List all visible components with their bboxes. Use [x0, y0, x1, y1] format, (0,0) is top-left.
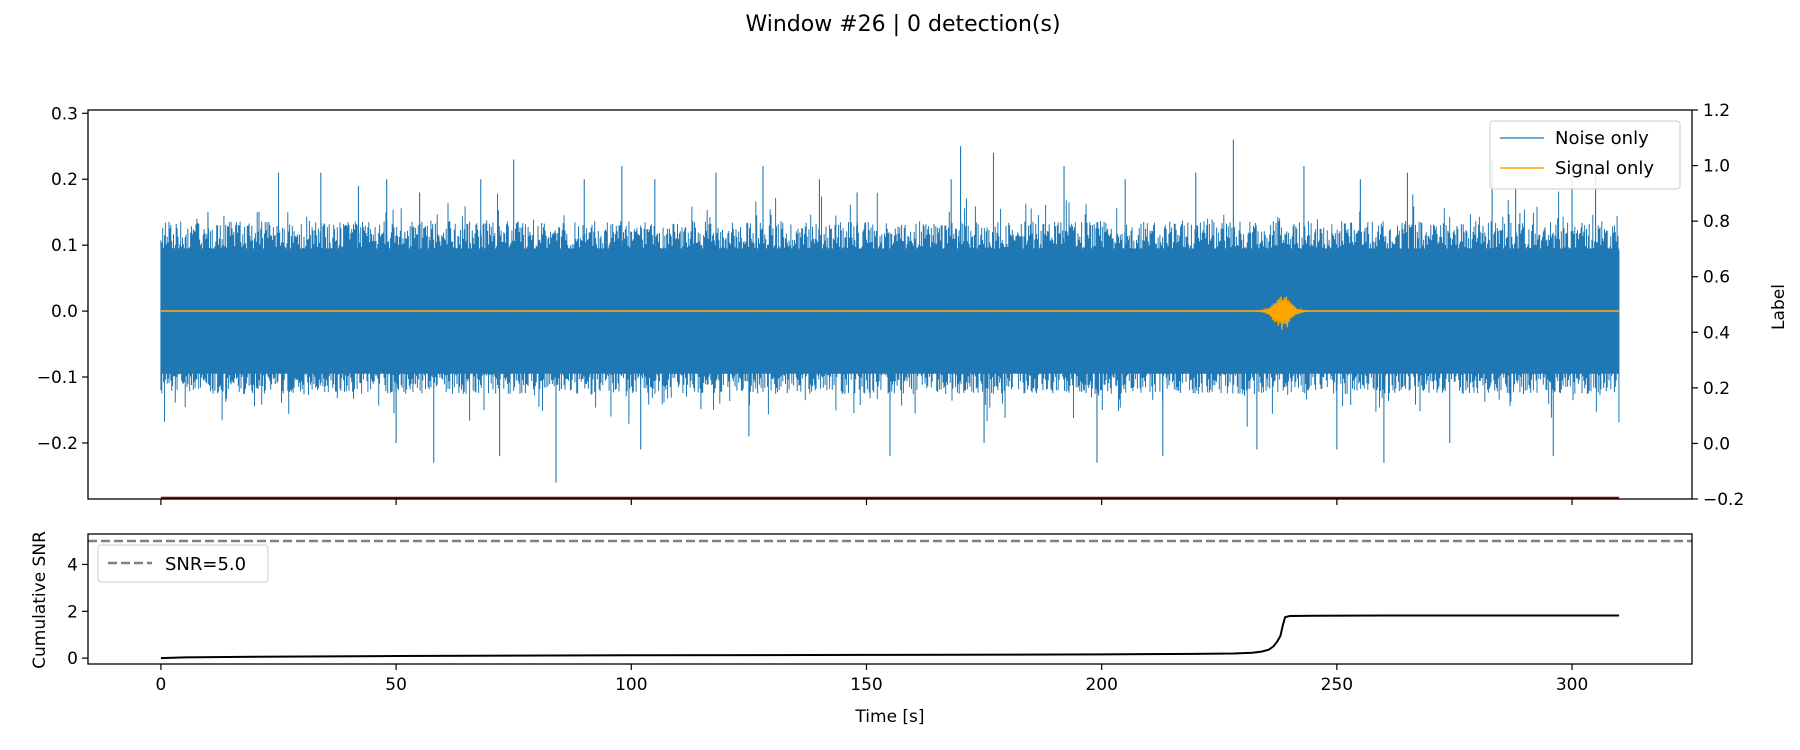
y-tick-label: 0.1 — [51, 236, 78, 256]
y2-tick-label: 1.0 — [1703, 157, 1730, 177]
y2-tick-label: −0.2 — [1703, 490, 1744, 510]
bottom-legend: SNR=5.0 — [97, 544, 269, 583]
time-tick-label: 150 — [850, 675, 882, 695]
time-tick-label: 300 — [1556, 675, 1588, 695]
y-tick-label: 0.3 — [51, 104, 78, 124]
y2-tick-label: 0.2 — [1703, 379, 1730, 399]
cumulative-snr-line — [160, 614, 1620, 660]
bottom-y-axis: 0 2 4 — [67, 555, 88, 669]
x-axis-label: Time [s] — [854, 707, 924, 727]
y2-tick-label: 1.2 — [1703, 101, 1730, 121]
y-tick-label: −0.1 — [37, 368, 78, 388]
bottom-plot-area — [88, 539, 1692, 660]
y2-tick-label: 0.6 — [1703, 268, 1730, 288]
snr-y-tick-label: 4 — [67, 555, 78, 575]
top-x-axis — [160, 499, 1573, 505]
y-tick-label: 0.0 — [51, 302, 78, 322]
top-panel: −0.2 −0.1 0.0 0.1 0.2 0.3 −0.2 0.0 0.2 0.4 0.6 0.8… — [37, 101, 1789, 510]
bottom-legend-box — [97, 544, 269, 583]
top-legend: Noise only Signal only — [1489, 120, 1681, 190]
chart-title: Window #26 | 0 detection(s) — [745, 12, 1060, 37]
snr-y-tick-label: 2 — [67, 602, 78, 622]
bottom-panel: 0 2 4 0 50 100 150 200 250 300 Time [s] Cumulati… — [30, 531, 1693, 727]
y2-tick-label: 0.8 — [1703, 212, 1730, 232]
legend-snr-label: SNR=5.0 — [165, 554, 246, 575]
y-tick-label: −0.2 — [37, 434, 78, 454]
time-tick-label: 0 — [155, 675, 166, 695]
legend-noise-label: Noise only — [1555, 128, 1649, 149]
time-tick-label: 200 — [1085, 675, 1117, 695]
legend-signal-label: Signal only — [1555, 158, 1654, 179]
y-axis-label-snr: Cumulative SNR — [30, 531, 50, 669]
top-plot-area — [160, 139, 1620, 499]
top-axes-frame — [87, 109, 1693, 500]
signal-burst — [1255, 296, 1310, 330]
time-tick-label: 250 — [1321, 675, 1353, 695]
y2-tick-label: 0.4 — [1703, 323, 1730, 343]
bottom-axes-frame — [87, 533, 1693, 665]
bottom-x-axis: 0 50 100 150 200 250 300 — [155, 664, 1588, 695]
snr-y-tick-label: 0 — [67, 649, 78, 669]
y-tick-label: 0.2 — [51, 170, 78, 190]
y2-tick-label: 0.0 — [1703, 434, 1730, 454]
top-y-axis: −0.2 −0.1 0.0 0.1 0.2 0.3 — [37, 104, 88, 454]
top-y2-axis: −0.2 0.0 0.2 0.4 0.6 0.8 1.0 1.2 — [1692, 101, 1744, 510]
y2-axis-label: Label — [1769, 284, 1789, 330]
time-tick-label: 100 — [615, 675, 647, 695]
time-tick-label: 50 — [385, 675, 407, 695]
